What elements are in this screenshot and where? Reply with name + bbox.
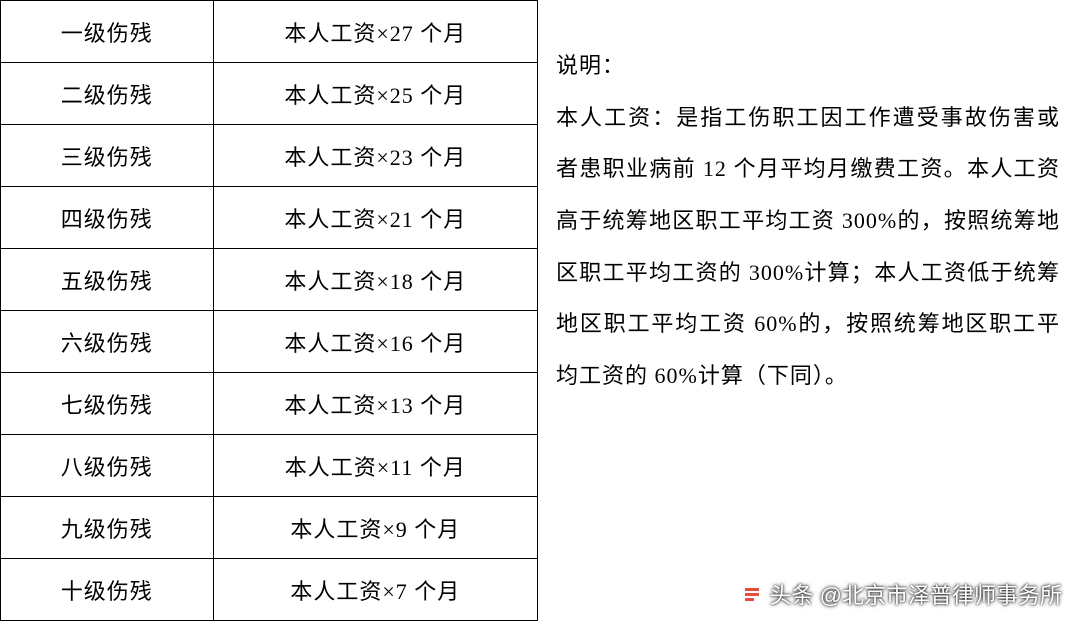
disability-level-cell: 二级伤残 bbox=[1, 63, 214, 125]
formula-cell: 本人工资×11 个月 bbox=[213, 435, 537, 497]
table-row: 五级伤残 本人工资×18 个月 bbox=[1, 249, 538, 311]
description-title: 说明： bbox=[556, 40, 1060, 92]
watermark-text: 头条 @北京市泽普律师事务所 bbox=[770, 578, 1062, 610]
compensation-table-wrap: 一级伤残 本人工资×27 个月 二级伤残 本人工资×25 个月 三级伤残 本人工… bbox=[0, 0, 538, 620]
description-body: 本人工资：是指工伤职工因工作遭受事故伤害或者患职业病前 12 个月平均月缴费工资… bbox=[556, 92, 1060, 402]
table-row: 六级伤残 本人工资×16 个月 bbox=[1, 311, 538, 373]
table-body: 一级伤残 本人工资×27 个月 二级伤残 本人工资×25 个月 三级伤残 本人工… bbox=[1, 1, 538, 621]
table-row: 十级伤残 本人工资×7 个月 bbox=[1, 559, 538, 621]
table-row: 八级伤残 本人工资×11 个月 bbox=[1, 435, 538, 497]
formula-cell: 本人工资×13 个月 bbox=[213, 373, 537, 435]
compensation-table: 一级伤残 本人工资×27 个月 二级伤残 本人工资×25 个月 三级伤残 本人工… bbox=[0, 0, 538, 621]
disability-level-cell: 四级伤残 bbox=[1, 187, 214, 249]
table-row: 三级伤残 本人工资×23 个月 bbox=[1, 125, 538, 187]
formula-cell: 本人工资×21 个月 bbox=[213, 187, 537, 249]
table-row: 九级伤残 本人工资×9 个月 bbox=[1, 497, 538, 559]
disability-level-cell: 十级伤残 bbox=[1, 559, 214, 621]
formula-cell: 本人工资×18 个月 bbox=[213, 249, 537, 311]
formula-cell: 本人工资×25 个月 bbox=[213, 63, 537, 125]
table-row: 七级伤残 本人工资×13 个月 bbox=[1, 373, 538, 435]
formula-cell: 本人工资×16 个月 bbox=[213, 311, 537, 373]
disability-level-cell: 九级伤残 bbox=[1, 497, 214, 559]
formula-cell: 本人工资×23 个月 bbox=[213, 125, 537, 187]
watermark: 头条 @北京市泽普律师事务所 bbox=[740, 578, 1062, 610]
disability-level-cell: 五级伤残 bbox=[1, 249, 214, 311]
formula-cell: 本人工资×9 个月 bbox=[213, 497, 537, 559]
formula-cell: 本人工资×27 个月 bbox=[213, 1, 537, 63]
table-row: 四级伤残 本人工资×21 个月 bbox=[1, 187, 538, 249]
page-container: 一级伤残 本人工资×27 个月 二级伤残 本人工资×25 个月 三级伤残 本人工… bbox=[0, 0, 1080, 620]
disability-level-cell: 三级伤残 bbox=[1, 125, 214, 187]
toutiao-icon bbox=[740, 582, 764, 606]
disability-level-cell: 一级伤残 bbox=[1, 1, 214, 63]
disability-level-cell: 七级伤残 bbox=[1, 373, 214, 435]
disability-level-cell: 八级伤残 bbox=[1, 435, 214, 497]
formula-cell: 本人工资×7 个月 bbox=[213, 559, 537, 621]
disability-level-cell: 六级伤残 bbox=[1, 311, 214, 373]
table-row: 二级伤残 本人工资×25 个月 bbox=[1, 63, 538, 125]
description-panel: 说明： 本人工资：是指工伤职工因工作遭受事故伤害或者患职业病前 12 个月平均月… bbox=[538, 0, 1080, 620]
table-row: 一级伤残 本人工资×27 个月 bbox=[1, 1, 538, 63]
